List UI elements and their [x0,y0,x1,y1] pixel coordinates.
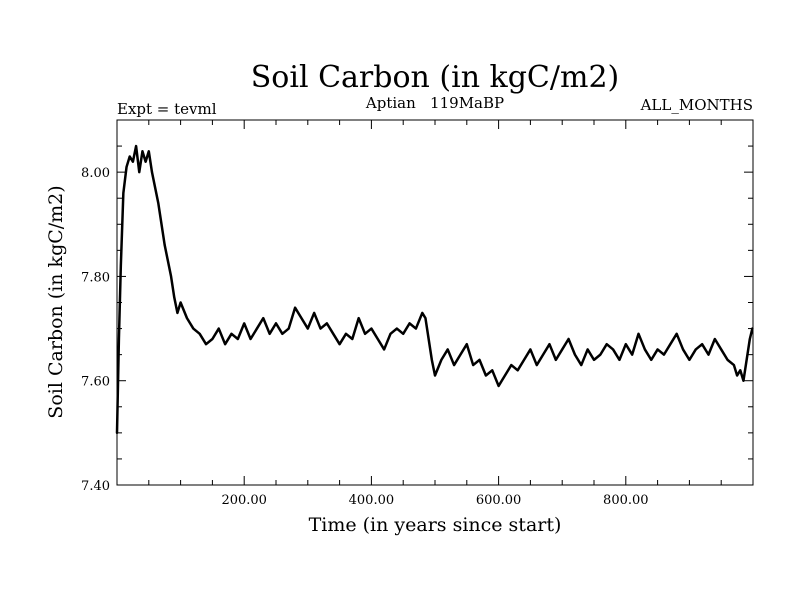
series-line-0 [115,144,754,435]
y-axis-label: Soil Carbon (in kgC/m2) [45,185,67,418]
chart-title: Soil Carbon (in kgC/m2) [251,60,619,95]
axis-ticks [117,120,753,486]
x-tick-label: 400.00 [349,493,395,508]
experiment-label: Expt = tevml [117,100,217,118]
y-tick-label: 7.60 [81,375,110,390]
y-tick-label: 7.80 [81,270,110,285]
series-layer [115,144,754,435]
x-tick-label: 600.00 [476,493,522,508]
x-tick-label: 200.00 [221,493,267,508]
months-label: ALL_MONTHS [640,96,753,114]
period-label: Aptian 119MaBP [365,94,504,112]
axis-tick-labels: 200.00 400.00 600.00 800.00 7.40 7.60 7.80 8.00 [81,166,649,508]
y-tick-label: 7.40 [81,479,110,494]
x-tick-label: 800.00 [603,493,649,508]
plot-frame [116,119,754,486]
y-tick-label: 8.00 [81,166,110,181]
x-axis-label: Time (in years since start) [309,514,562,536]
